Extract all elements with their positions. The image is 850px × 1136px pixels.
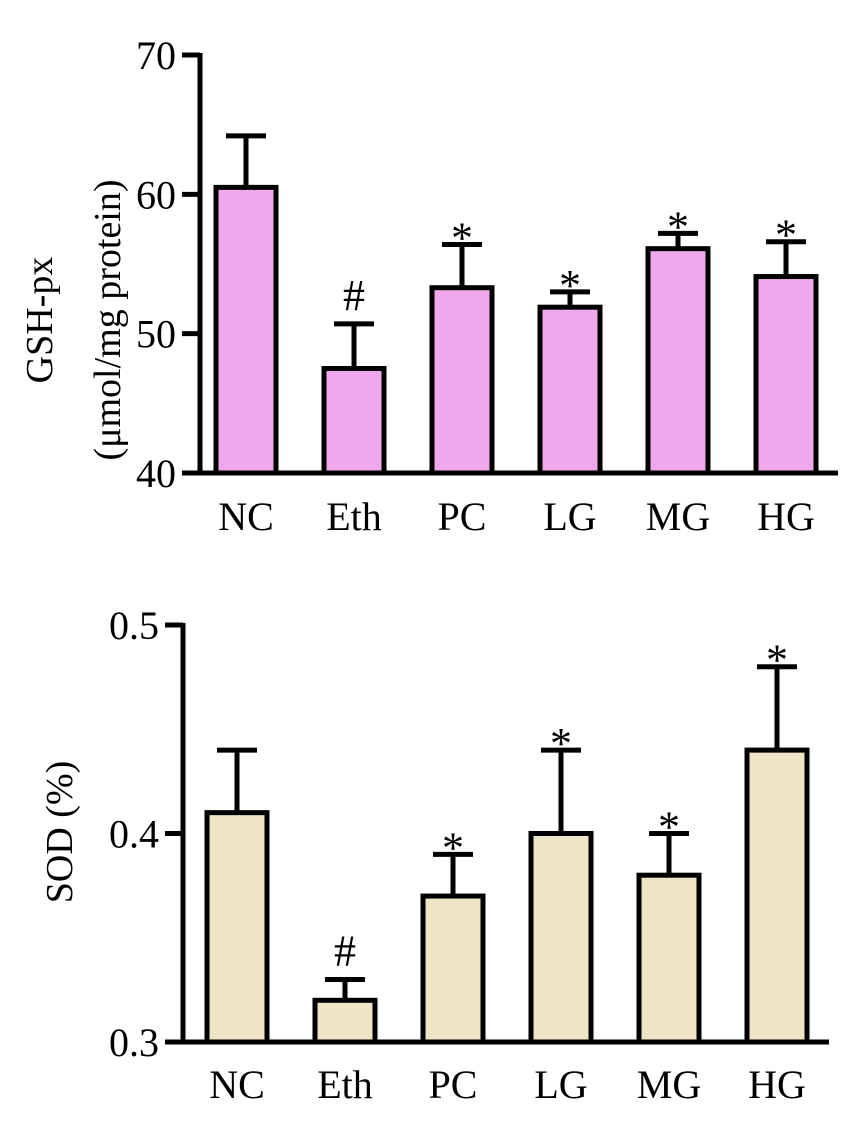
y-tick-label: 70: [136, 33, 176, 78]
significance-hash: #: [343, 271, 365, 320]
bar-nc: [204, 810, 270, 1045]
y-tick-label: 50: [136, 312, 176, 357]
y-tick-label: 0.4: [109, 812, 159, 857]
x-tick-label: Eth: [326, 494, 382, 539]
x-tick-label: NC: [218, 494, 274, 539]
x-tick-label: MG: [646, 494, 710, 539]
bar-nc: [213, 184, 279, 476]
x-tick-label: PC: [429, 1062, 478, 1107]
bar-eth: [321, 366, 387, 476]
y-axis-title: SOD (%): [39, 761, 81, 903]
x-tick-label: HG: [757, 494, 815, 539]
x-tick-label: PC: [438, 494, 487, 539]
bar-mg: [645, 246, 711, 476]
x-tick-label: Eth: [317, 1062, 373, 1107]
bar-pc: [429, 285, 495, 476]
bar-eth: [312, 997, 378, 1045]
gsh-px-chart: 40 50 60 70 GSH-px (μmol/mg protein) NC Eth # PC *…: [19, 33, 838, 539]
bar-lg: [528, 831, 594, 1045]
bar-mg: [636, 872, 702, 1045]
significance-star: *: [766, 636, 788, 685]
y-axis-title: GSH-px: [19, 257, 61, 384]
y-tick-label: 40: [136, 451, 176, 496]
bar-lg: [537, 304, 603, 476]
significance-hash: #: [334, 926, 356, 975]
y-tick-label: 0.5: [109, 603, 159, 648]
x-tick-label: NC: [209, 1062, 265, 1107]
significance-star: *: [550, 719, 572, 768]
significance-star: *: [451, 213, 473, 262]
bar-pc: [420, 893, 486, 1045]
sod-chart: 0.3 0.4 0.5 SOD (%) NC Eth # PC * LG * MG * HG *: [39, 603, 829, 1107]
bar-hg: [744, 747, 810, 1045]
significance-star: *: [775, 211, 797, 260]
y-axis-title: (μmol/mg protein): [87, 179, 129, 460]
significance-star: *: [658, 803, 680, 852]
bar-hg: [753, 274, 819, 476]
significance-star: *: [667, 202, 689, 251]
significance-star: *: [559, 261, 581, 310]
x-tick-label: LG: [543, 494, 596, 539]
x-tick-label: MG: [637, 1062, 701, 1107]
x-tick-label: LG: [534, 1062, 587, 1107]
x-tick-label: HG: [748, 1062, 806, 1107]
y-tick-label: 60: [136, 172, 176, 217]
significance-star: *: [442, 823, 464, 872]
y-tick-label: 0.3: [109, 1020, 159, 1065]
